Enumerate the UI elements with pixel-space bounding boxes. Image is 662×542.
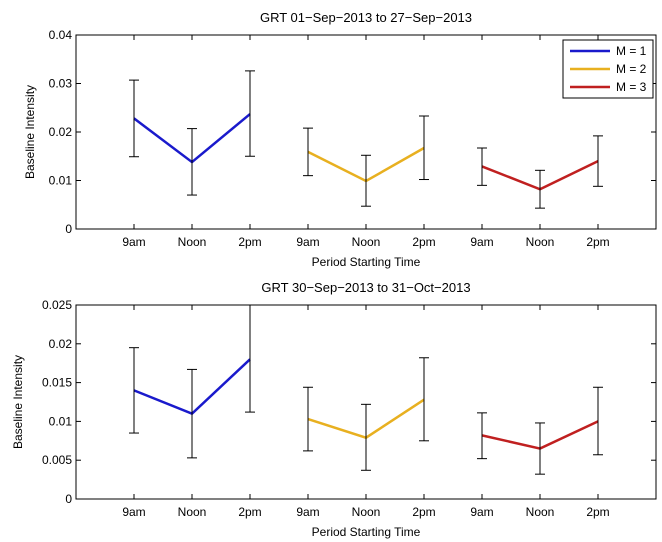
chart-bottom-xtick-label: 9am (122, 505, 145, 519)
chart-top-title: GRT 01−Sep−2013 to 27−Sep−2013 (260, 10, 472, 25)
chart-top: GRT 01−Sep−2013 to 27−Sep−2013 9am Noon 2p… (23, 10, 657, 269)
chart-top-ticks: 9am Noon 2pm 9am Noon 2pm 9am Noon 2pm 0 0.01 0.02 0… (49, 28, 656, 249)
chart-top-xtick-label: Noon (352, 235, 381, 249)
chart-bottom-xtick-label: 9am (296, 505, 319, 519)
chart-bottom-xtick-label: 2pm (238, 505, 261, 519)
chart-bottom-ytick-label: 0 (65, 492, 72, 506)
chart-bottom-ytick-label: 0.025 (42, 298, 72, 312)
chart-top-xtick-label: Noon (526, 235, 555, 249)
chart-bottom-ytick-label: 0.005 (42, 453, 72, 467)
chart-bottom-xtick-label: Noon (178, 505, 207, 519)
chart-top-xtick-label: 9am (122, 235, 145, 249)
chart-bottom-series (129, 304, 603, 475)
chart-top-xtick-label: Noon (178, 235, 207, 249)
chart-bottom-ytick-label: 0.02 (49, 337, 73, 351)
chart-bottom-xtick-label: 9am (470, 505, 493, 519)
chart-top-xtick-label: 9am (470, 235, 493, 249)
chart-top-xtick-label: 2pm (238, 235, 261, 249)
chart-top-xlabel: Period Starting Time (312, 255, 421, 269)
chart-bottom-xlabel: Period Starting Time (312, 525, 421, 539)
chart-top-xtick-label: 9am (296, 235, 319, 249)
chart-top-xtick-label: 2pm (586, 235, 609, 249)
legend: M = 1 M = 2 M = 3 (562, 39, 654, 99)
chart-bottom-ytick-label: 0.015 (42, 376, 72, 390)
chart-top-ytick-label: 0.03 (49, 77, 73, 91)
legend-label-m1: M = 1 (616, 44, 647, 58)
chart-bottom-ytick-label: 0.01 (49, 414, 73, 428)
legend-label-m2: M = 2 (616, 62, 647, 76)
chart-bottom-xtick-label: Noon (526, 505, 555, 519)
chart-bottom-xtick-label: Noon (352, 505, 381, 519)
chart-top-ytick-label: 0.02 (49, 125, 73, 139)
chart-bottom-ylabel: Baseline Intensity (11, 355, 25, 449)
chart-bottom-ticks: 9am Noon 2pm 9am Noon 2pm 9am Noon 2pm 0 0.005 0.01… (42, 298, 656, 519)
chart-bottom-xtick-label: 2pm (586, 505, 609, 519)
chart-top-ytick-label: 0.04 (49, 28, 73, 42)
chart-top-series (129, 70, 603, 209)
legend-label-m3: M = 3 (616, 80, 647, 94)
chart-top-ytick-label: 0 (65, 222, 72, 236)
chart-bottom-xtick-label: 2pm (412, 505, 435, 519)
chart-top-ytick-label: 0.01 (49, 174, 73, 188)
chart-top-xtick-label: 2pm (412, 235, 435, 249)
chart-bottom-title: GRT 30−Sep−2013 to 31−Oct−2013 (261, 280, 470, 295)
chart-bottom: GRT 30−Sep−2013 to 31−Oct−2013 9am Noon 2p… (11, 280, 657, 539)
chart-top-ylabel: Baseline Intensity (23, 85, 37, 179)
